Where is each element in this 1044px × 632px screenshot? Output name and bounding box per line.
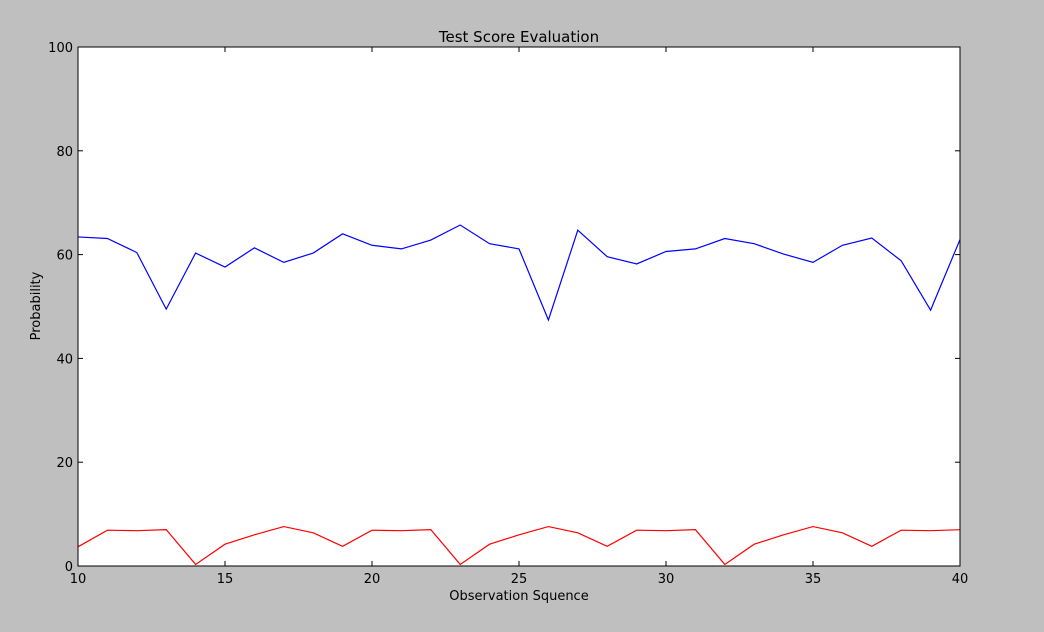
y-tick-label: 0 xyxy=(65,560,73,575)
y-tick-label: 80 xyxy=(56,145,73,160)
y-tick-label: 40 xyxy=(56,352,73,367)
plot-frame xyxy=(77,46,961,567)
x-tick-label: 10 xyxy=(70,572,87,587)
chart-title: Test Score Evaluation xyxy=(438,28,599,46)
x-tick-label: 25 xyxy=(511,572,528,587)
plot-area xyxy=(78,47,960,566)
y-tick-label: 100 xyxy=(48,41,73,56)
series-line-1 xyxy=(77,224,961,322)
series-layer xyxy=(77,224,961,566)
tick-layer: 10 15 20 25 30 35 40 0 20 40 60 80 100 xyxy=(48,41,968,587)
y-axis-label: Probability xyxy=(29,271,44,340)
x-tick-label: 20 xyxy=(364,572,381,587)
x-tick-label: 15 xyxy=(217,572,234,587)
series-line-2 xyxy=(77,525,961,566)
x-tick-label: 30 xyxy=(658,572,675,587)
x-axis-label: Observation Squence xyxy=(449,589,588,604)
x-tick-label: 35 xyxy=(805,572,822,587)
x-tick-label: 40 xyxy=(952,572,969,587)
y-tick-label: 60 xyxy=(56,249,73,264)
y-tick-label: 20 xyxy=(56,456,73,471)
